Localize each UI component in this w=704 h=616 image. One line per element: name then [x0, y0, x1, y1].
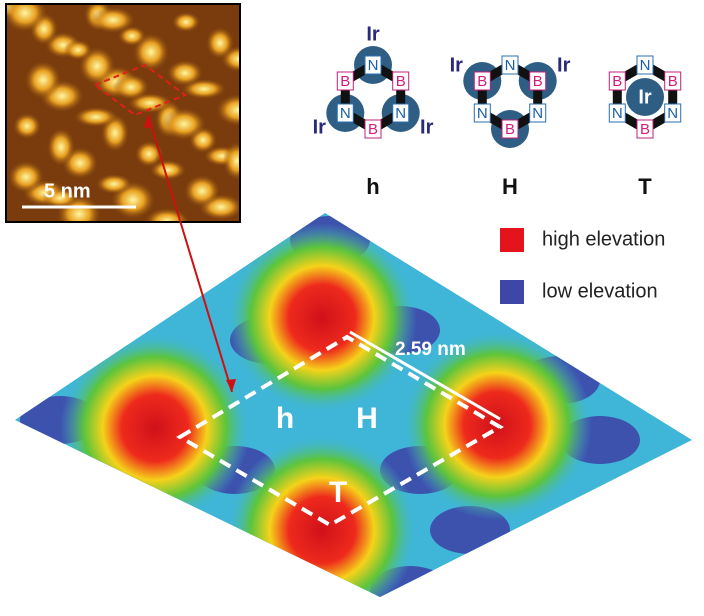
atom-label: B: [396, 73, 406, 90]
stm-feature: [91, 7, 135, 33]
arrow-head: [226, 379, 236, 392]
atom-box: [473, 71, 491, 91]
atom-box: [501, 119, 519, 139]
site-label: h: [276, 402, 294, 435]
stm-feature: [6, 4, 47, 32]
stm-feature: [223, 142, 240, 180]
atom-label: B: [640, 121, 650, 138]
atom-box: [336, 71, 354, 91]
atom-label: B: [533, 73, 543, 90]
atom-box: [664, 103, 682, 123]
atom-label: B: [368, 121, 378, 138]
atom-box: [336, 103, 354, 123]
stm-feature: [206, 27, 234, 59]
stm-feature: [13, 113, 41, 139]
stm-image: [6, 4, 240, 222]
low-region: [200, 536, 280, 584]
atom-label: B: [340, 73, 350, 90]
atom-box: [364, 55, 382, 75]
ir-label: Ir: [557, 54, 571, 76]
stm-feature: [216, 94, 240, 126]
atom-label: B: [668, 73, 678, 90]
ir-label: Ir: [313, 116, 327, 138]
stm-feature: [74, 107, 118, 127]
atom-label: N: [368, 57, 379, 74]
stm-feature: [25, 61, 61, 99]
atom-label: B: [612, 73, 622, 90]
stm-feature: [162, 108, 206, 140]
ir-label: Ir: [638, 86, 652, 108]
atom-box: [473, 103, 491, 123]
unit-cell-marker: [92, 63, 188, 117]
site-label: H: [356, 402, 378, 435]
site-label: T: [329, 476, 347, 509]
stm-feature: [42, 188, 78, 208]
atom-box: [501, 55, 519, 75]
atom-label: N: [340, 105, 351, 122]
atom-box: [364, 119, 382, 139]
atom-label: N: [477, 105, 488, 122]
atom-box: [636, 55, 654, 75]
arrow-head: [144, 115, 153, 128]
atom-box: [529, 103, 547, 123]
atom-box: [392, 103, 410, 123]
ir-label: Ir: [366, 23, 380, 45]
legend-label: high elevation: [542, 228, 665, 250]
stm-feature: [172, 12, 200, 32]
legend-label: low elevation: [542, 280, 658, 302]
unit-cell: [176, 334, 504, 528]
ir-label: Ir: [450, 54, 464, 76]
stm-feature: [8, 161, 44, 193]
arrow: [147, 114, 233, 393]
stm-feature: [113, 74, 149, 100]
site-type: H: [502, 174, 518, 199]
atom-label: B: [505, 121, 515, 138]
stm-feature: [118, 26, 146, 46]
stm-feature: [150, 160, 186, 180]
stm-feature: [184, 175, 220, 207]
elevation-map: [15, 213, 692, 597]
atom-label: N: [640, 57, 651, 74]
stm-feature: [96, 174, 132, 194]
atom-label: N: [667, 105, 678, 122]
stm-feature: [47, 128, 75, 166]
atom-label: N: [612, 105, 623, 122]
legend-swatch: [500, 280, 524, 304]
atom-label: B: [477, 73, 487, 90]
atom-label: N: [395, 105, 406, 122]
stm-feature: [167, 60, 203, 86]
site-type: h: [366, 174, 379, 199]
stm-feature: [135, 141, 163, 167]
atom-label: N: [505, 57, 516, 74]
legend-swatch: [500, 228, 524, 252]
atom-box: [664, 71, 682, 91]
distance-line: [349, 330, 501, 421]
stm-feature: [64, 40, 92, 60]
scale-label: 5 nm: [44, 180, 91, 202]
atom-box: [636, 119, 654, 139]
atom-box: [392, 71, 410, 91]
distance-label: 2.59 nm: [395, 339, 466, 360]
atom-box: [608, 103, 626, 123]
atom-label: N: [532, 105, 543, 122]
atom-box: [608, 71, 626, 91]
atom-box: [529, 71, 547, 91]
stm-frame: [5, 3, 241, 223]
site-type: T: [638, 174, 652, 199]
ir-site: [626, 78, 664, 116]
ir-label: Ir: [420, 116, 434, 138]
